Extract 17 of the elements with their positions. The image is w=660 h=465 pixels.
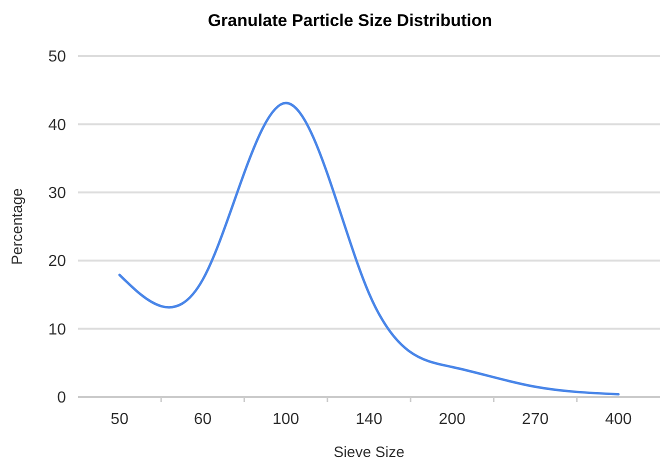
y-tick-label: 10 bbox=[48, 321, 66, 338]
x-tick-label: 270 bbox=[522, 411, 549, 428]
x-tick-label: 50 bbox=[110, 411, 129, 428]
line-series bbox=[118, 102, 620, 396]
chart-title: Granulate Particle Size Distribution bbox=[208, 11, 492, 30]
y-tick-label: 30 bbox=[48, 185, 66, 202]
y-axis-title: Percentage bbox=[9, 188, 26, 265]
y-tick-label: 40 bbox=[48, 116, 66, 134]
x-tick-label: 100 bbox=[272, 411, 300, 428]
y-tick-label: 20 bbox=[48, 253, 66, 270]
x-tick-label: 400 bbox=[605, 411, 632, 428]
y-tick-label: 50 bbox=[48, 48, 66, 66]
x-tick-label: 60 bbox=[194, 411, 212, 428]
x-axis-title: Sieve Size bbox=[334, 444, 404, 461]
x-tick-label: 140 bbox=[356, 411, 382, 428]
x-tick-label: 200 bbox=[438, 411, 466, 428]
y-tick-label: 0 bbox=[57, 390, 66, 407]
